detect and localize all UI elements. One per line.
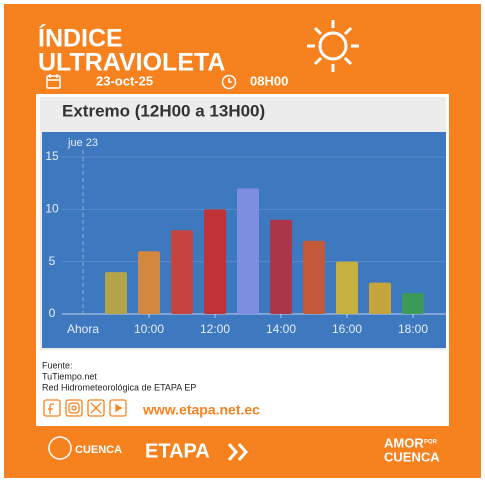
source: TuTiempo.net bbox=[42, 371, 97, 381]
y-tick-label: 5 bbox=[49, 254, 56, 268]
bar bbox=[369, 282, 391, 314]
x-tick-label: 18:00 bbox=[398, 322, 428, 336]
x-tick-label: 16:00 bbox=[332, 322, 362, 336]
x-tick-label: 14:00 bbox=[266, 322, 296, 336]
source: Red Hidrometeorológica de ETAPA EP bbox=[42, 382, 196, 392]
bar bbox=[105, 272, 127, 314]
sun-icon bbox=[307, 20, 359, 72]
y-tick-label: 15 bbox=[45, 149, 59, 163]
bar bbox=[336, 261, 358, 314]
city-logo-text: CUENCA bbox=[75, 444, 122, 456]
bar bbox=[138, 251, 160, 314]
calendar-icon bbox=[46, 74, 61, 89]
city-logo: CUENCA bbox=[48, 436, 122, 460]
clock-icon bbox=[221, 74, 237, 90]
brand: CUENCA bbox=[384, 449, 440, 464]
day-label: jue 23 bbox=[67, 137, 98, 149]
x-tick-label: 10:00 bbox=[134, 322, 164, 336]
bar bbox=[171, 230, 193, 314]
y-tick-label: 0 bbox=[49, 306, 56, 320]
bar bbox=[402, 293, 424, 314]
title: ÍNDICE bbox=[38, 24, 123, 53]
y-tick-label: 10 bbox=[45, 202, 59, 216]
time: 08H00 bbox=[250, 73, 288, 88]
website: www.etapa.net.ec bbox=[142, 402, 260, 418]
social-icons bbox=[43, 399, 127, 417]
bar bbox=[303, 240, 325, 314]
level: Extremo (12H00 a 13H00) bbox=[62, 101, 265, 120]
brand: AMOR bbox=[384, 435, 424, 450]
etapa-logo: ETAPA bbox=[145, 440, 210, 462]
bar bbox=[204, 209, 226, 314]
title: ULTRAVIOLETA bbox=[38, 49, 225, 77]
bar bbox=[237, 188, 259, 314]
brand: POR bbox=[424, 440, 438, 446]
date: 23-oct-25 bbox=[96, 73, 153, 88]
x-tick-label: 12:00 bbox=[200, 322, 230, 336]
now-label: Ahora bbox=[67, 322, 99, 336]
chart: 0 5 10 15 jue 23 Ahora 10:00 12:00 14:00 16:00 18:… bbox=[45, 137, 446, 336]
source-label: Fuente: bbox=[42, 360, 73, 370]
etapa-arrows bbox=[227, 443, 248, 461]
bar bbox=[270, 219, 292, 314]
